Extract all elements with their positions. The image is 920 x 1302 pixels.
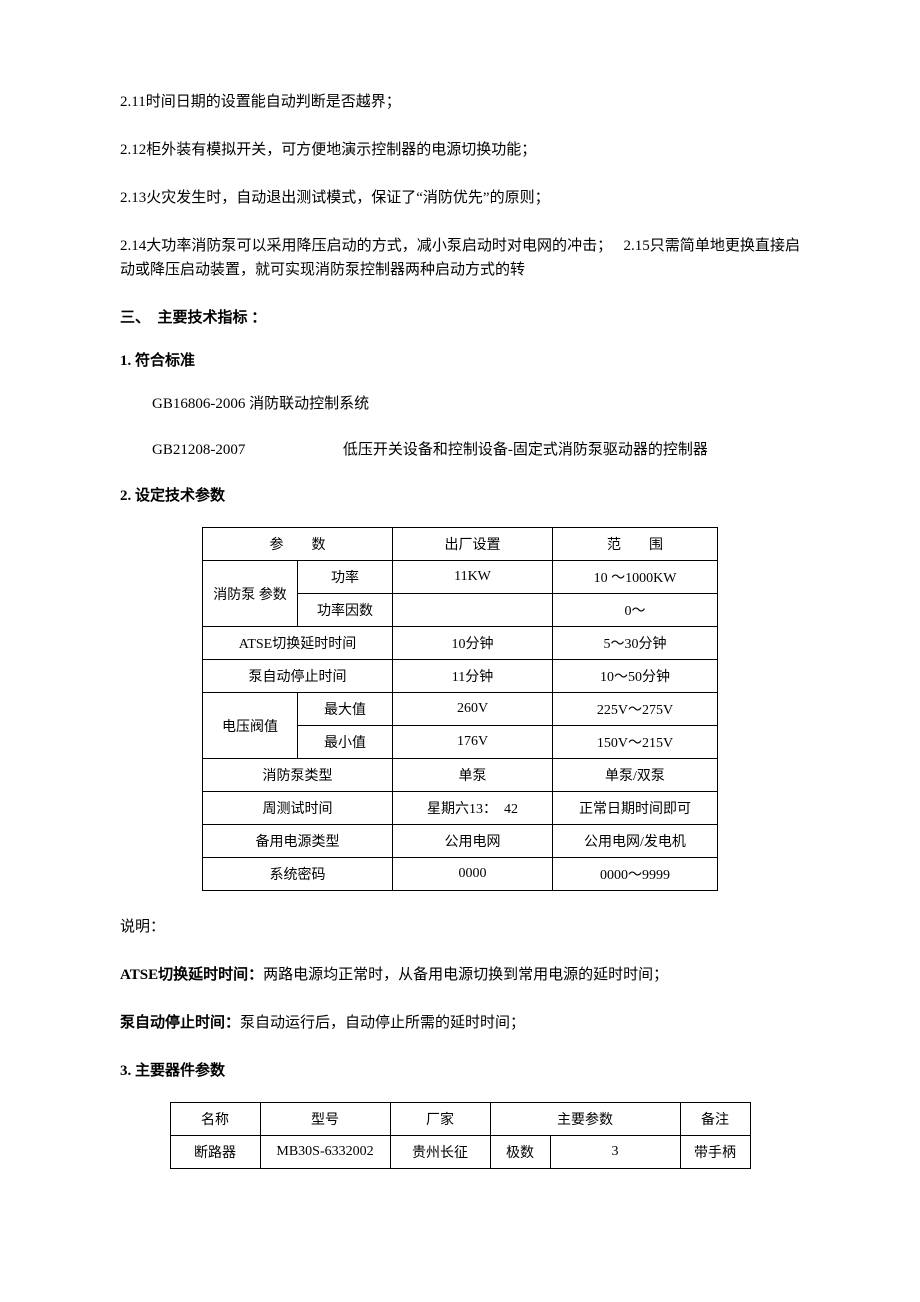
header-model: 型号 (260, 1103, 390, 1136)
cell-range: 150V～215V (553, 726, 718, 759)
cell-name: 最大值 (298, 693, 393, 726)
cell-factory: 176V (393, 726, 553, 759)
table-row: 电压阀值 最大值 260V 225V～275V (203, 693, 718, 726)
header-maker: 厂家 (390, 1103, 490, 1136)
explain-atse-label: ATSE切换延时时间： (120, 967, 263, 983)
cell-maker: 贵州长征 (390, 1136, 490, 1169)
subsection-3-heading: 3. 主要器件参数 (120, 1059, 800, 1080)
cell-factory (393, 594, 553, 627)
cell-param1: 极数 (490, 1136, 550, 1169)
paragraph-2-14-15: 2.14大功率消防泵可以采用降压启动的方式，减小泵启动时对电网的冲击； 2.15… (120, 234, 800, 282)
header-param: 参 数 (203, 528, 393, 561)
cell-name: 功率 (298, 561, 393, 594)
cell-merged: ATSE切换延时时间 (203, 627, 393, 660)
cell-factory: 星期六13： 42 (393, 792, 553, 825)
header-range: 范 围 (553, 528, 718, 561)
components-table: 名称 型号 厂家 主要参数 备注 断路器 MB30S-6332002 贵州长征 … (170, 1102, 751, 1169)
cell-factory: 11KW (393, 561, 553, 594)
cell-range: 0000～9999 (553, 858, 718, 891)
table-row: 参 数 出厂设置 范 围 (203, 528, 718, 561)
cell-merged: 泵自动停止时间 (203, 660, 393, 693)
cell-merged: 消防泵类型 (203, 759, 393, 792)
explain-atse-text: 两路电源均正常时，从备用电源切换到常用电源的延时时间； (263, 967, 668, 983)
cell-factory: 11分钟 (393, 660, 553, 693)
table-row: 泵自动停止时间 11分钟 10～50分钟 (203, 660, 718, 693)
cell-param2: 3 (550, 1136, 680, 1169)
settings-table: 参 数 出厂设置 范 围 消防泵 参数 功率 11KW 10 ～1000KW 功… (202, 527, 718, 891)
paragraph-2-13: 2.13火灾发生时，自动退出测试模式，保证了“消防优先”的原则； (120, 186, 800, 210)
cell-factory: 10分钟 (393, 627, 553, 660)
cell-range: 正常日期时间即可 (553, 792, 718, 825)
subsection-2-heading: 2. 设定技术参数 (120, 484, 800, 505)
table-row: 名称 型号 厂家 主要参数 备注 (170, 1103, 750, 1136)
cell-range: 0～ (553, 594, 718, 627)
standard-code: GB21208-2007 (152, 442, 245, 458)
explain-atse: ATSE切换延时时间：两路电源均正常时，从备用电源切换到常用电源的延时时间； (120, 963, 800, 987)
table-row: ATSE切换延时时间 10分钟 5～30分钟 (203, 627, 718, 660)
header-name: 名称 (170, 1103, 260, 1136)
header-note: 备注 (680, 1103, 750, 1136)
table-row: 系统密码 0000 0000～9999 (203, 858, 718, 891)
cell-name: 最小值 (298, 726, 393, 759)
cell-factory: 0000 (393, 858, 553, 891)
cell-name: 功率因数 (298, 594, 393, 627)
cell-merged: 系统密码 (203, 858, 393, 891)
section-3-heading: 三、 主要技术指标 ： (120, 306, 800, 327)
cell-factory: 公用电网 (393, 825, 553, 858)
explain-pump: 泵自动停止时间：泵自动运行后，自动停止所需的延时时间； (120, 1011, 800, 1035)
explain-pump-label: 泵自动停止时间： (120, 1015, 240, 1031)
cell-merged: 周测试时间 (203, 792, 393, 825)
cell-factory: 260V (393, 693, 553, 726)
header-factory: 出厂设置 (393, 528, 553, 561)
cell-range: 单泵/双泵 (553, 759, 718, 792)
explain-pump-text: 泵自动运行后，自动停止所需的延时时间； (240, 1015, 525, 1031)
standard-line-1: GB16806-2006 消防联动控制系统 (120, 392, 800, 416)
paragraph-2-11: 2.11时间日期的设置能自动判断是否越界； (120, 90, 800, 114)
cell-group-pump: 消防泵 参数 (203, 561, 298, 627)
cell-merged: 备用电源类型 (203, 825, 393, 858)
cell-name: 断路器 (170, 1136, 260, 1169)
cell-range: 225V～275V (553, 693, 718, 726)
cell-factory: 单泵 (393, 759, 553, 792)
paragraph-2-12: 2.12柜外装有模拟开关，可方便地演示控制器的电源切换功能； (120, 138, 800, 162)
subsection-1-heading: 1. 符合标准 (120, 349, 800, 370)
explain-title: 说明： (120, 915, 800, 939)
section-3-heading-text: 三、 主要技术指标 ： (120, 310, 266, 326)
cell-range: 5～30分钟 (553, 627, 718, 660)
table-row: 消防泵类型 单泵 单泵/双泵 (203, 759, 718, 792)
header-param: 主要参数 (490, 1103, 680, 1136)
cell-group-voltage: 电压阀值 (203, 693, 298, 759)
table-row: 消防泵 参数 功率 11KW 10 ～1000KW (203, 561, 718, 594)
cell-range: 10 ～1000KW (553, 561, 718, 594)
cell-range: 10～50分钟 (553, 660, 718, 693)
standard-line-2: GB21208-2007 低压开关设备和控制设备-固定式消防泵驱动器的控制器 (120, 438, 800, 462)
table-row: 断路器 MB30S-6332002 贵州长征 极数 3 带手柄 (170, 1136, 750, 1169)
cell-note: 带手柄 (680, 1136, 750, 1169)
table-row: 周测试时间 星期六13： 42 正常日期时间即可 (203, 792, 718, 825)
cell-model: MB30S-6332002 (260, 1136, 390, 1169)
table-row: 备用电源类型 公用电网 公用电网/发电机 (203, 825, 718, 858)
cell-range: 公用电网/发电机 (553, 825, 718, 858)
standard-desc: 低压开关设备和控制设备-固定式消防泵驱动器的控制器 (343, 442, 708, 458)
